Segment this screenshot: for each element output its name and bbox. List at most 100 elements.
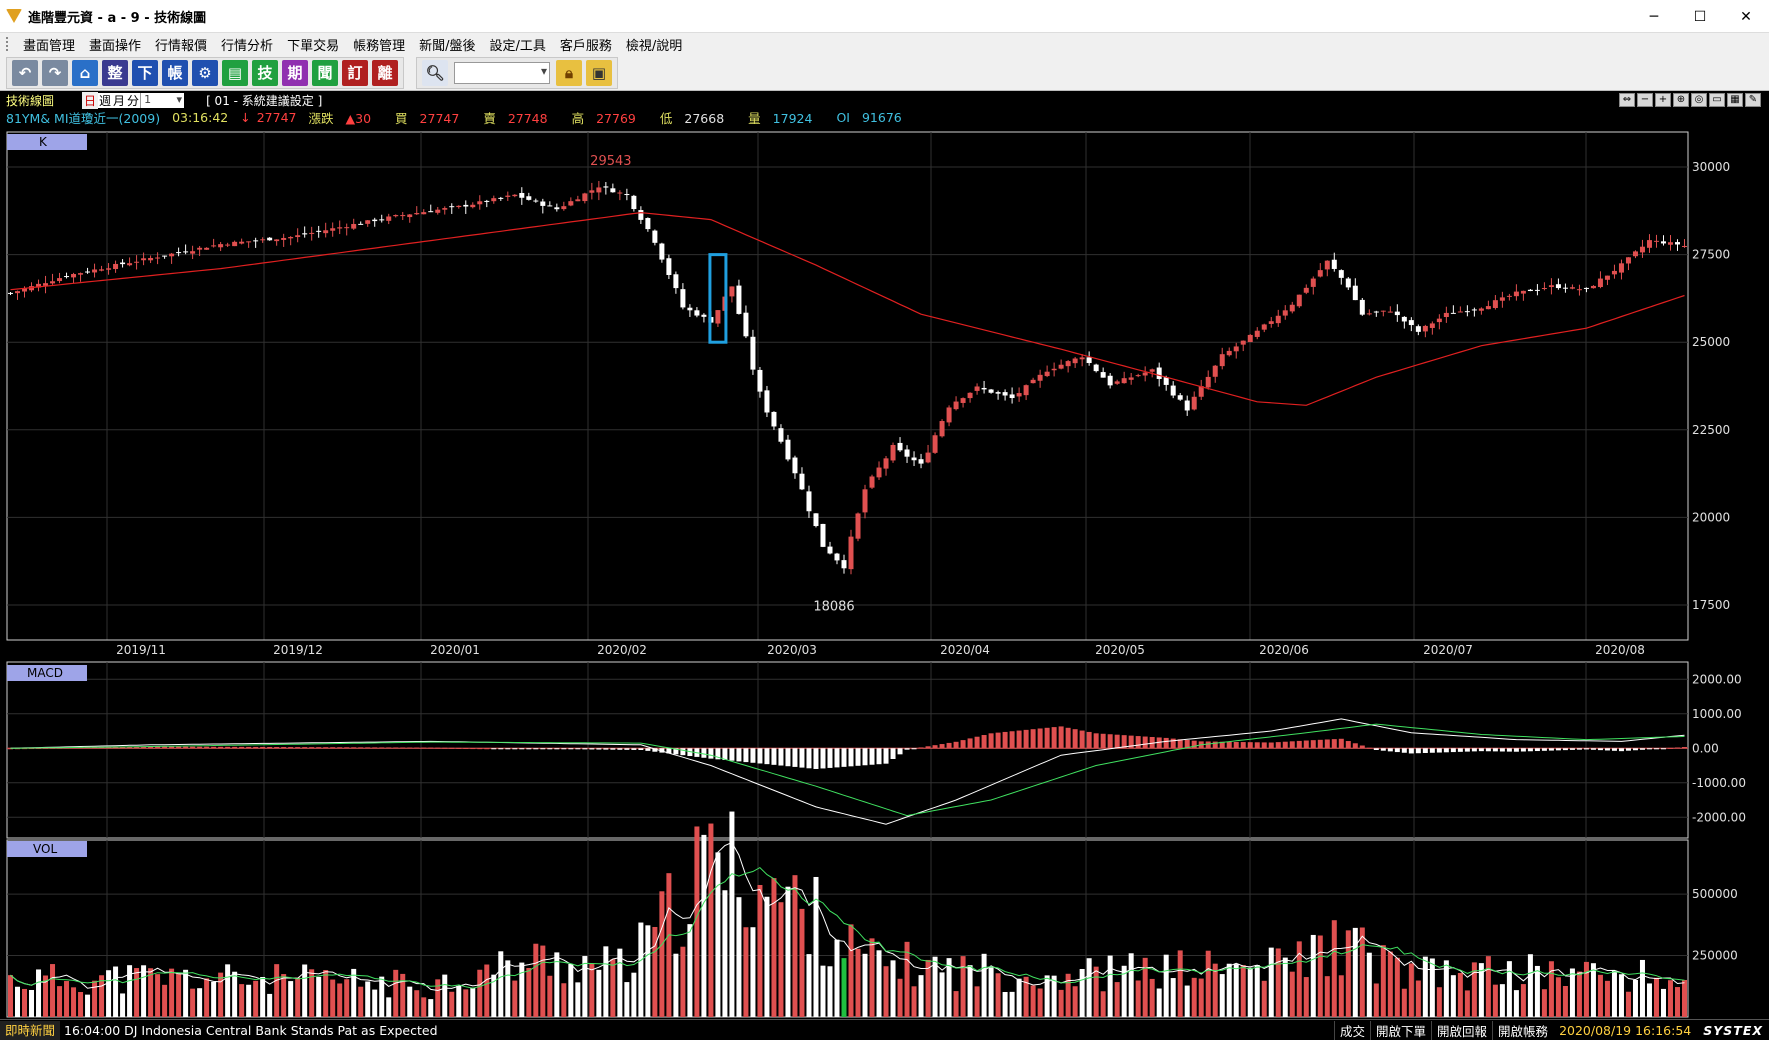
k-candle-body — [512, 194, 518, 197]
k-candle-body — [337, 227, 343, 229]
period-month-tab[interactable]: 月 — [113, 94, 126, 108]
vol-bar — [267, 993, 273, 1017]
menu-news[interactable]: 新聞/盤後 — [419, 38, 476, 54]
grid-icon[interactable]: ▦ — [1727, 93, 1743, 107]
undo-icon[interactable]: ↶ — [12, 59, 38, 86]
period-interval-select[interactable]: 1 — [140, 93, 184, 108]
title-bar: 進階豐元資 - a - 9 - 技術線圖 ─ ☐ ✕ — [0, 0, 1769, 33]
monitor-icon[interactable]: ▣ — [586, 59, 612, 86]
open-order-link[interactable]: 開啟下單 — [1370, 1020, 1431, 1040]
k-candle-body — [1016, 393, 1022, 397]
macd-histogram-bar — [29, 748, 35, 750]
vol-bar — [400, 973, 406, 1017]
vol-bar — [22, 988, 28, 1017]
macd-histogram-bar — [414, 747, 420, 749]
k-candle-body — [1345, 278, 1351, 288]
k-candle-body — [57, 278, 63, 282]
k-candle-body — [379, 219, 385, 221]
macd-histogram-bar — [680, 748, 686, 756]
vol-bar — [1660, 988, 1666, 1017]
menu-quotes[interactable]: 行情報價 — [155, 38, 208, 54]
menu-screen-operate[interactable]: 畫面操作 — [89, 38, 142, 54]
menu-help[interactable]: 檢視/說明 — [625, 38, 683, 54]
menu-grip-icon[interactable] — [6, 37, 10, 51]
k-candle-body — [414, 213, 420, 215]
period-minute-tab[interactable]: 分 — [127, 94, 140, 108]
vol-bar — [1429, 958, 1435, 1017]
macd-histogram-bar — [1597, 748, 1603, 751]
minimize-button[interactable]: ─ — [1649, 8, 1659, 25]
vol-bar — [820, 965, 826, 1017]
menu-trading[interactable]: 下單交易 — [287, 38, 340, 54]
indicator-setting[interactable]: [ 01 - 系統建議設定 ] — [206, 94, 323, 108]
vol-bar — [1282, 957, 1288, 1017]
toolbar-button-9[interactable]: 期 — [282, 59, 308, 86]
macd-histogram-bar — [477, 748, 483, 750]
x-axis-tick-label: 2019/11 — [116, 643, 166, 657]
toolbar-button-8[interactable]: 技 — [252, 59, 278, 86]
toolbar-button-5[interactable]: 帳 — [162, 59, 188, 86]
menu-accounts[interactable]: 帳務管理 — [353, 38, 406, 54]
macd-histogram-bar — [911, 748, 917, 750]
home-icon[interactable]: ⌂ — [72, 59, 98, 86]
macd-histogram-bar — [1506, 748, 1512, 752]
menu-screen-manage[interactable]: 畫面管理 — [23, 38, 76, 54]
open-account-link[interactable]: 開啟帳務 — [1492, 1020, 1553, 1040]
k-candle-body — [78, 273, 84, 275]
macd-histogram-bar — [687, 748, 693, 757]
k-panel-tag[interactable]: K — [7, 134, 87, 150]
close-button[interactable]: ✕ — [1740, 8, 1752, 25]
zoom-out-icon[interactable]: − — [1637, 93, 1653, 107]
trades-link[interactable]: 成交 — [1334, 1020, 1370, 1040]
toolbar-button-4[interactable]: 下 — [132, 59, 158, 86]
vol-bar — [1541, 989, 1547, 1017]
vol-bar — [288, 981, 294, 1017]
macd-histogram-bar — [596, 748, 602, 750]
zoom-in-icon[interactable]: + — [1655, 93, 1671, 107]
menu-settings[interactable]: 設定/工具 — [489, 38, 546, 54]
macd-histogram-bar — [736, 748, 742, 762]
fit-icon[interactable]: ⇔ — [1619, 93, 1635, 107]
toolbar-button-10[interactable]: 聞 — [312, 59, 338, 86]
vol-bar — [29, 989, 35, 1017]
news-ticker[interactable]: 16:04:00 DJ Indonesia Central Bank Stand… — [64, 1022, 438, 1038]
symbol-combo[interactable] — [454, 61, 550, 84]
vol-bar — [925, 959, 931, 1017]
redo-icon[interactable]: ↷ — [42, 59, 68, 86]
period-week-tab[interactable]: 週 — [99, 94, 112, 108]
macd-histogram-bar — [1632, 748, 1638, 751]
macd-histogram-bar — [1296, 740, 1302, 749]
macd-histogram-bar — [1303, 740, 1309, 749]
menu-service[interactable]: 客戶服務 — [559, 38, 612, 54]
lock-icon[interactable]: 🔒︎ — [556, 59, 582, 86]
search-icon[interactable]: 🔍︎ — [422, 59, 448, 86]
vol-bar — [204, 978, 210, 1017]
k-candle-body — [1079, 357, 1085, 360]
draw-icon[interactable]: ✎ — [1745, 93, 1761, 107]
technical-chart[interactable]: 2019/11 2019/12 2020/01 2020/02 2020/03 2020/… — [0, 128, 1769, 1019]
toolbar-button-3[interactable]: 整 — [102, 59, 128, 86]
macd-panel-tag[interactable]: MACD — [7, 665, 87, 681]
macd-histogram-bar — [1275, 742, 1281, 749]
vol-bar — [1254, 964, 1260, 1017]
menu-analysis[interactable]: 行情分析 — [221, 38, 274, 54]
gear-icon[interactable]: ⚙ — [192, 59, 218, 86]
open-report-link[interactable]: 開啟回報 — [1431, 1020, 1492, 1040]
period-day-tab[interactable]: 日 — [82, 92, 99, 109]
chart-area[interactable]: 2019/11 2019/12 2020/01 2020/02 2020/03 2020/… — [0, 128, 1769, 1019]
quote-arrow-icon: ↓ — [240, 110, 251, 125]
vol-panel-tag[interactable]: VOL — [7, 841, 87, 857]
maximize-button[interactable]: ☐ — [1693, 8, 1707, 25]
crosshair-icon[interactable]: ⊕ — [1673, 93, 1689, 107]
macd-histogram-bar — [197, 746, 203, 749]
selected-candle-highlight — [708, 253, 728, 344]
news-label[interactable]: 即時新聞 — [0, 1020, 61, 1040]
macd-histogram-bar — [519, 748, 525, 750]
k-candle-body — [946, 407, 952, 423]
toolbar-button-11[interactable]: 訂 — [342, 59, 368, 86]
target-icon[interactable]: ◎ — [1691, 93, 1707, 107]
chart-icon[interactable]: ▤ — [222, 59, 248, 86]
k-candle-body — [1667, 242, 1673, 245]
toolbar-button-12[interactable]: 離 — [372, 59, 398, 86]
window-icon[interactable]: ▭ — [1709, 93, 1725, 107]
